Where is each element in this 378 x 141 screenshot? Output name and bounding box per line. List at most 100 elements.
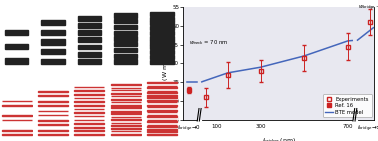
Bar bbox=[38, 91, 68, 92]
Bar bbox=[147, 102, 177, 103]
Bar bbox=[150, 26, 174, 30]
Bar bbox=[147, 116, 177, 117]
Bar bbox=[2, 115, 32, 120]
Bar bbox=[147, 134, 177, 135]
Bar bbox=[74, 130, 104, 135]
Bar bbox=[110, 93, 141, 94]
Bar bbox=[147, 87, 177, 91]
Bar bbox=[147, 126, 177, 127]
Bar bbox=[77, 52, 101, 57]
Bar bbox=[2, 101, 32, 106]
Bar bbox=[147, 121, 177, 125]
Bar bbox=[147, 107, 177, 111]
Bar bbox=[147, 126, 177, 130]
Bar bbox=[74, 130, 104, 131]
Bar bbox=[38, 134, 68, 135]
Bar bbox=[74, 94, 104, 98]
Bar bbox=[5, 58, 28, 64]
Bar bbox=[147, 97, 177, 101]
Bar bbox=[110, 128, 141, 129]
Bar bbox=[110, 90, 141, 94]
Bar bbox=[110, 84, 141, 88]
Legend: Experiments, Ref. 16, BTE model: Experiments, Ref. 16, BTE model bbox=[323, 94, 372, 117]
Bar bbox=[147, 82, 177, 86]
Bar bbox=[147, 92, 177, 93]
Bar bbox=[110, 125, 141, 129]
Bar bbox=[150, 55, 174, 59]
Bar bbox=[147, 95, 177, 96]
Bar bbox=[38, 130, 68, 131]
Bar bbox=[77, 23, 101, 28]
Bar bbox=[74, 105, 104, 106]
Bar bbox=[110, 107, 141, 112]
Bar bbox=[2, 130, 32, 135]
Bar bbox=[110, 90, 141, 91]
Bar bbox=[114, 31, 137, 35]
Bar bbox=[5, 30, 28, 35]
Bar bbox=[147, 110, 177, 111]
Bar bbox=[150, 60, 174, 64]
Bar bbox=[38, 120, 68, 125]
Bar bbox=[41, 20, 65, 25]
Bar bbox=[147, 131, 177, 132]
X-axis label: $l_{\mathrm{bridge}}$ (nm): $l_{\mathrm{bridge}}$ (nm) bbox=[262, 137, 296, 141]
Bar bbox=[74, 116, 104, 120]
Bar bbox=[5, 44, 28, 49]
Bar bbox=[77, 37, 101, 42]
Bar bbox=[38, 91, 68, 96]
Bar bbox=[147, 100, 177, 101]
Bar bbox=[41, 39, 65, 45]
Bar bbox=[150, 36, 174, 40]
Bar bbox=[150, 50, 174, 54]
Bar bbox=[2, 130, 32, 131]
Bar bbox=[74, 123, 104, 124]
Bar bbox=[110, 134, 141, 135]
Bar bbox=[147, 97, 177, 98]
Bar bbox=[114, 36, 137, 41]
Bar bbox=[114, 19, 137, 23]
Bar bbox=[147, 82, 177, 83]
Bar bbox=[41, 30, 65, 35]
Bar bbox=[147, 92, 177, 96]
Bar bbox=[77, 30, 101, 35]
Bar bbox=[110, 96, 141, 100]
Bar bbox=[110, 111, 141, 112]
Text: $w_{\mathrm{bridge}}$ ~970 nm: $w_{\mathrm{bridge}}$ ~970 nm bbox=[358, 3, 378, 13]
Bar bbox=[150, 12, 174, 16]
Y-axis label: $k$ (W m$^{-1}$ K$^{-1}$): $k$ (W m$^{-1}$ K$^{-1}$) bbox=[161, 41, 171, 86]
Bar bbox=[150, 40, 174, 45]
Bar bbox=[41, 49, 65, 54]
Bar bbox=[110, 99, 141, 100]
Bar bbox=[147, 129, 177, 130]
Bar bbox=[110, 119, 141, 123]
Bar bbox=[150, 45, 174, 49]
Bar bbox=[2, 115, 32, 116]
Bar bbox=[38, 101, 68, 102]
Bar bbox=[77, 45, 101, 49]
Bar bbox=[114, 25, 137, 29]
Bar bbox=[77, 16, 101, 21]
Bar bbox=[147, 116, 177, 120]
Bar bbox=[74, 112, 104, 113]
Bar bbox=[38, 130, 68, 135]
Bar bbox=[150, 31, 174, 35]
Bar bbox=[110, 113, 141, 117]
Bar bbox=[147, 121, 177, 122]
Bar bbox=[74, 109, 104, 113]
Bar bbox=[41, 59, 65, 64]
Bar bbox=[114, 59, 137, 64]
Bar bbox=[110, 119, 141, 120]
Bar bbox=[74, 101, 104, 106]
Bar bbox=[147, 87, 177, 88]
Bar bbox=[147, 112, 177, 115]
Bar bbox=[74, 101, 104, 102]
Bar bbox=[110, 102, 141, 106]
Bar bbox=[110, 113, 141, 114]
Bar bbox=[38, 101, 68, 106]
Text: $w_{\mathrm{neck}}$ = 70 nm: $w_{\mathrm{neck}}$ = 70 nm bbox=[189, 38, 229, 47]
Bar bbox=[74, 127, 104, 128]
Bar bbox=[74, 87, 104, 91]
Bar bbox=[147, 131, 177, 135]
Bar bbox=[114, 42, 137, 47]
Bar bbox=[114, 48, 137, 52]
